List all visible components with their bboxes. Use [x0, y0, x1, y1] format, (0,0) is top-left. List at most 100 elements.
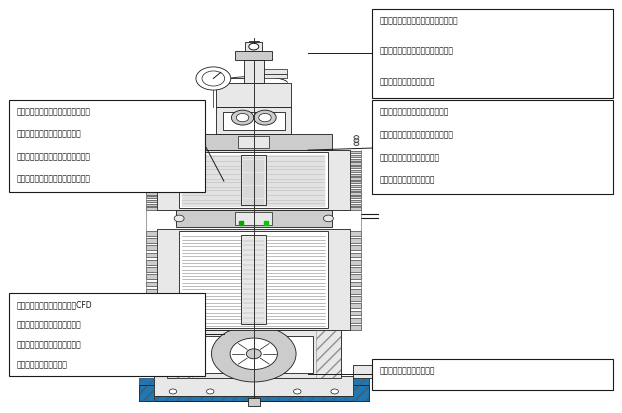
- Bar: [167, 330, 192, 378]
- Circle shape: [354, 140, 359, 143]
- Bar: [350, 231, 361, 236]
- Bar: [350, 200, 361, 203]
- Text: 使得悬浮沙粒杂质的不落下不旋转动: 使得悬浮沙粒杂质的不落下不旋转动: [17, 173, 91, 183]
- Bar: [146, 231, 157, 236]
- Circle shape: [412, 377, 418, 382]
- Bar: [139, 385, 369, 401]
- Circle shape: [231, 111, 254, 126]
- Bar: [146, 197, 157, 199]
- Bar: [316, 330, 341, 378]
- Bar: [350, 275, 361, 280]
- Circle shape: [412, 364, 418, 368]
- Bar: [353, 365, 412, 378]
- Bar: [9, 101, 205, 192]
- Bar: [146, 193, 157, 195]
- Bar: [350, 297, 361, 301]
- Bar: [350, 166, 361, 169]
- Bar: [350, 325, 361, 330]
- Text: 流行诊断技术，具有高排位、全: 流行诊断技术，具有高排位、全: [17, 320, 81, 328]
- Bar: [353, 378, 369, 401]
- Bar: [146, 204, 157, 206]
- Bar: [179, 153, 328, 209]
- Bar: [146, 275, 157, 280]
- Circle shape: [246, 349, 261, 359]
- Bar: [350, 204, 361, 206]
- Bar: [350, 253, 361, 258]
- Bar: [350, 185, 361, 188]
- Bar: [146, 182, 157, 184]
- Circle shape: [331, 389, 338, 394]
- Circle shape: [254, 111, 276, 126]
- Bar: [146, 159, 157, 161]
- Circle shape: [354, 136, 359, 140]
- Bar: [372, 359, 613, 390]
- Bar: [146, 246, 157, 250]
- Bar: [350, 311, 361, 316]
- Bar: [350, 289, 361, 294]
- Bar: [350, 155, 361, 158]
- Circle shape: [249, 44, 259, 51]
- Bar: [350, 268, 361, 272]
- Bar: [154, 376, 353, 396]
- Bar: [146, 297, 157, 301]
- Bar: [146, 178, 157, 180]
- Text: 扬程、高效、无堵塞、耐磨部件: 扬程、高效、无堵塞、耐磨部件: [17, 339, 81, 349]
- Bar: [316, 330, 341, 378]
- Circle shape: [174, 216, 184, 222]
- Circle shape: [354, 143, 359, 146]
- Bar: [350, 163, 361, 165]
- Bar: [223, 112, 285, 131]
- Text: 保护措施除常规电机保护外，还在: 保护措施除常规电机保护外，还在: [379, 107, 449, 116]
- Bar: [157, 229, 350, 330]
- Bar: [350, 246, 361, 250]
- Bar: [372, 10, 613, 99]
- Bar: [146, 325, 157, 330]
- Bar: [372, 101, 613, 194]
- Bar: [245, 43, 262, 52]
- Bar: [248, 398, 260, 406]
- Bar: [350, 174, 361, 176]
- Bar: [350, 170, 361, 173]
- Bar: [238, 137, 269, 149]
- Text: 进水的环境下能维持正常效果。: 进水的环境下能维持正常效果。: [17, 129, 81, 138]
- Bar: [146, 200, 157, 203]
- Circle shape: [207, 389, 214, 394]
- Bar: [179, 231, 328, 328]
- Bar: [353, 378, 369, 401]
- Text: 电机转子的优雅设计确保电机在少量: 电机转子的优雅设计确保电机在少量: [17, 107, 91, 116]
- Bar: [139, 385, 369, 401]
- Circle shape: [236, 114, 249, 122]
- Bar: [350, 304, 361, 308]
- Bar: [146, 268, 157, 272]
- Bar: [146, 239, 157, 243]
- Circle shape: [230, 338, 277, 370]
- Text: 水力部件设计还采用了先进的CFD: 水力部件设计还采用了先进的CFD: [17, 299, 93, 309]
- Bar: [139, 385, 369, 401]
- Bar: [350, 318, 361, 323]
- Bar: [146, 163, 157, 165]
- Circle shape: [323, 216, 333, 222]
- Bar: [235, 213, 272, 225]
- Bar: [167, 330, 341, 378]
- Bar: [350, 152, 361, 154]
- Text: 密封上采用了多项改进措施，独有的: 密封上采用了多项改进措施，独有的: [379, 47, 453, 56]
- Text: 优点，处于国际先进水平: 优点，处于国际先进水平: [17, 360, 68, 368]
- Bar: [244, 61, 264, 83]
- Bar: [350, 193, 361, 195]
- Bar: [408, 360, 422, 383]
- Bar: [167, 330, 192, 378]
- Bar: [350, 197, 361, 199]
- Bar: [146, 311, 157, 316]
- Bar: [146, 282, 157, 287]
- Text: 电机的优化设计提高了水里垃圾水力: 电机的优化设计提高了水里垃圾水力: [17, 152, 91, 161]
- Bar: [9, 293, 205, 376]
- Bar: [264, 70, 287, 74]
- Bar: [350, 189, 361, 192]
- Bar: [241, 156, 266, 206]
- Text: 密封技术，更加安全可靠。: 密封技术，更加安全可靠。: [379, 77, 435, 86]
- Bar: [350, 159, 361, 161]
- Text: 接线盒腔、电机水油室内分别设置了: 接线盒腔、电机水油室内分别设置了: [379, 130, 453, 139]
- Bar: [146, 304, 157, 308]
- Bar: [146, 260, 157, 265]
- Bar: [157, 151, 350, 211]
